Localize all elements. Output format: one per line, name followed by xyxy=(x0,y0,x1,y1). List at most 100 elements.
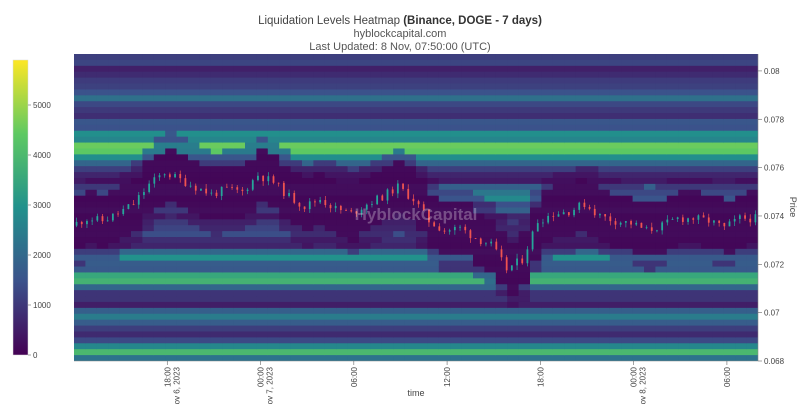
heatmap-cell xyxy=(188,219,200,226)
heatmap-cell xyxy=(74,160,86,167)
heatmap-cell xyxy=(609,136,622,144)
heatmap-cell xyxy=(575,225,588,232)
heatmap-cell xyxy=(393,266,406,274)
heatmap-cell xyxy=(381,225,394,232)
heatmap-cell xyxy=(678,349,691,356)
heatmap-cell xyxy=(427,225,440,232)
heatmap-cell xyxy=(530,54,542,61)
heatmap-cell xyxy=(575,207,588,214)
heatmap-cell xyxy=(541,242,554,250)
heatmap-cell xyxy=(609,113,622,120)
heatmap-cell xyxy=(370,118,383,126)
heatmap-cell xyxy=(393,260,406,268)
heatmap-cell xyxy=(176,95,189,102)
heatmap-cell xyxy=(279,160,292,167)
heatmap-cell xyxy=(735,307,748,315)
heatmap-cell xyxy=(393,118,406,126)
heatmap-cell xyxy=(450,213,463,220)
heatmap-cell xyxy=(450,260,463,268)
heatmap-cell xyxy=(245,177,257,185)
heatmap-cell xyxy=(222,71,235,79)
heatmap-cell xyxy=(484,160,497,167)
heatmap-cell xyxy=(256,213,269,220)
heatmap-cell xyxy=(153,166,166,173)
heatmap-cell xyxy=(598,101,611,108)
heatmap-cell xyxy=(644,154,656,161)
candle-body xyxy=(500,249,503,258)
heatmap-cell xyxy=(222,278,235,285)
candle-body xyxy=(676,217,679,220)
heatmap-cell xyxy=(644,260,656,268)
heatmap-cell xyxy=(552,148,565,155)
heatmap-cell xyxy=(678,254,691,262)
heatmap-cell xyxy=(302,278,314,285)
heatmap-cell xyxy=(495,349,508,356)
heatmap-cell xyxy=(256,237,269,244)
heatmap-cell xyxy=(552,242,565,250)
heatmap-cell xyxy=(119,77,132,85)
candle-body xyxy=(557,214,560,217)
candle-body xyxy=(630,221,632,225)
heatmap-cell xyxy=(632,231,645,238)
heatmap-cell xyxy=(279,231,292,238)
heatmap-cell xyxy=(621,231,634,238)
heatmap-cell xyxy=(290,183,303,191)
heatmap-cell xyxy=(188,260,200,268)
heatmap-cell xyxy=(153,201,166,209)
heatmap-cell xyxy=(666,248,679,256)
heatmap-cell xyxy=(632,242,645,250)
heatmap-cell xyxy=(438,296,451,303)
heatmap-cell xyxy=(552,284,565,291)
heatmap-cell xyxy=(575,242,588,250)
heatmap-cell xyxy=(438,231,451,238)
heatmap-cell xyxy=(233,225,246,232)
heatmap-cell xyxy=(552,166,565,173)
heatmap-cell xyxy=(598,83,611,91)
heatmap-cell xyxy=(438,177,451,185)
heatmap-cell xyxy=(575,54,588,61)
heatmap-cell xyxy=(74,278,86,285)
heatmap-cell xyxy=(632,113,645,120)
heatmap-cell xyxy=(85,207,98,214)
heatmap-cell xyxy=(473,231,485,238)
heatmap-cell xyxy=(131,189,143,197)
heatmap-cell xyxy=(564,166,577,173)
heatmap-cell xyxy=(712,113,725,120)
heatmap-cell xyxy=(381,130,394,138)
heatmap-cell xyxy=(701,331,713,338)
heatmap-cell xyxy=(188,107,200,114)
heatmap-cell xyxy=(735,65,748,73)
heatmap-cell xyxy=(290,107,303,114)
heatmap-cell xyxy=(655,284,668,291)
heatmap-cell xyxy=(473,107,485,114)
heatmap-cell xyxy=(119,296,132,303)
heatmap-cell xyxy=(370,77,383,85)
heatmap-cell xyxy=(723,83,736,91)
heatmap-cell xyxy=(359,101,371,108)
heatmap-cell xyxy=(393,301,406,309)
heatmap-cell xyxy=(689,349,702,356)
heatmap-cell xyxy=(678,278,691,285)
heatmap-cell xyxy=(74,337,86,344)
heatmap-cell xyxy=(302,89,314,96)
heatmap-cell xyxy=(85,95,98,102)
heatmap-cell xyxy=(530,189,542,197)
heatmap-cell xyxy=(735,130,748,138)
heatmap-cell xyxy=(279,337,292,344)
heatmap-cell xyxy=(222,337,235,344)
heatmap-cell xyxy=(598,95,611,102)
heatmap-cell xyxy=(176,130,189,138)
heatmap-cell xyxy=(621,201,634,209)
heatmap-cell xyxy=(723,349,736,356)
heatmap-cell xyxy=(678,77,691,85)
heatmap-cell xyxy=(575,95,588,102)
heatmap-cell xyxy=(609,254,622,262)
heatmap-cell xyxy=(302,272,314,279)
heatmap-cell xyxy=(302,319,314,327)
heatmap-cell xyxy=(518,71,531,79)
heatmap-cell xyxy=(85,331,98,338)
heatmap-cell xyxy=(461,337,474,344)
heatmap-cell xyxy=(393,349,406,356)
heatmap-cell xyxy=(495,83,508,91)
